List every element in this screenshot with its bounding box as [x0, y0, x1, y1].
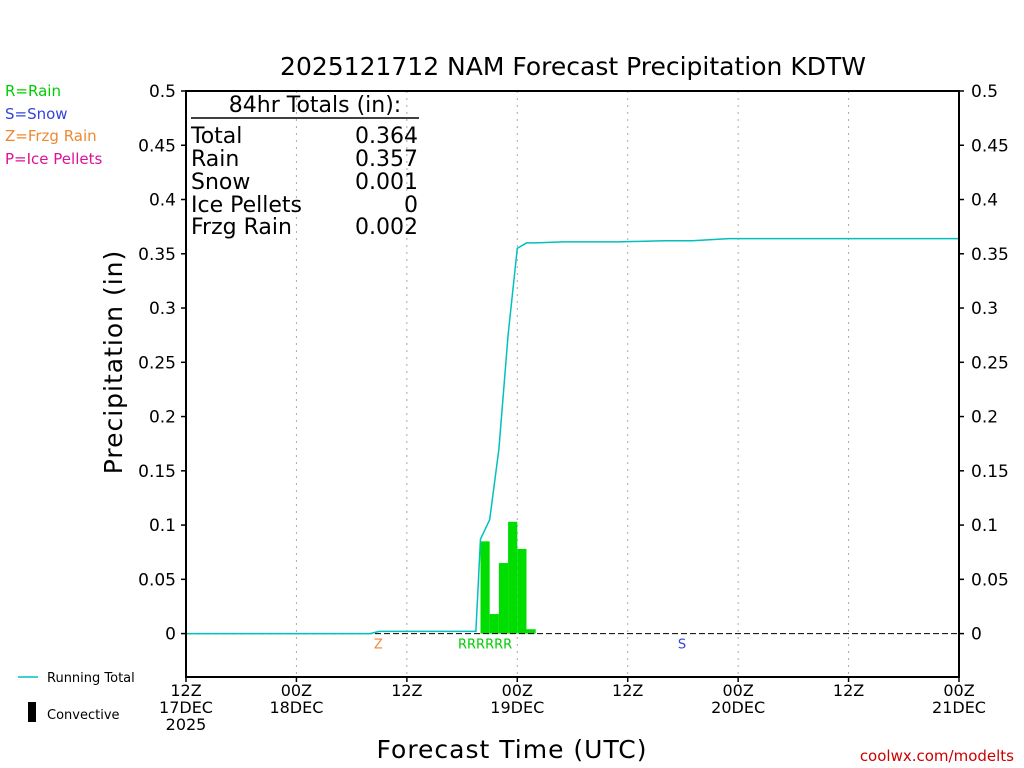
x-tick-label: 19DEC	[490, 698, 544, 717]
convective-swatch	[28, 702, 36, 722]
y-tick-label-left: 0.45	[138, 136, 176, 156]
precip-bar	[498, 563, 509, 634]
ptype-marker: RRRRRR	[458, 638, 512, 653]
y-tick-label-right: 0.1	[971, 516, 998, 536]
x-tick-label: 12Z	[170, 681, 201, 700]
legend-running-total: Running Total	[47, 671, 135, 686]
precip-bar	[480, 541, 490, 634]
y-tick-label-left: 0.4	[149, 191, 176, 211]
x-tick-label: 17DEC	[159, 698, 213, 717]
x-tick-label: 12Z	[612, 681, 643, 700]
totals-value-snow: 0.001	[355, 170, 418, 195]
totals-heading: 84hr Totals (in):	[229, 93, 401, 118]
totals-value-total: 0.364	[355, 124, 418, 149]
legend-frzg-rain: Z=Frzg Rain	[5, 127, 97, 145]
y-tick-label-right: 0	[971, 625, 982, 645]
legend-snow: S=Snow	[5, 105, 68, 123]
precip-bar	[517, 548, 527, 634]
ptype-marker: S	[678, 638, 686, 653]
legend-convective: Convective	[47, 708, 120, 723]
y-axis-ticks: 0 0 0.05 0.05 0.1 0.1 0.15 0.15 0.2 0.2 0.25 0.25 0.…	[138, 82, 1009, 645]
precip-bar	[526, 629, 536, 634]
legend-rain: R=Rain	[5, 82, 61, 100]
totals-label-total: Total	[190, 124, 242, 149]
totals-box: 84hr Totals (in): Total 0.364 Rain 0.357…	[190, 93, 419, 240]
credit-text: coolwx.com/modelts	[860, 747, 1014, 765]
plot-frame	[185, 90, 960, 678]
y-tick-label-right: 0.4	[971, 191, 998, 211]
y-tick-label-left: 0.05	[138, 570, 176, 590]
totals-value-frzg-rain: 0.002	[355, 215, 418, 240]
precip-bar	[489, 614, 499, 634]
totals-label-snow: Snow	[191, 170, 250, 195]
totals-label-ice-pellets: Ice Pellets	[191, 193, 302, 218]
x-tick-label: 2025	[166, 715, 207, 734]
legend-ice-pellets: P=Ice Pellets	[5, 150, 102, 168]
y-tick-label-right: 0.05	[971, 570, 1009, 590]
x-tick-label: 12Z	[833, 681, 864, 700]
totals-label-frzg-rain: Frzg Rain	[191, 215, 292, 240]
y-tick-label-left: 0.1	[149, 516, 176, 536]
x-tick-label: 00Z	[502, 681, 533, 700]
y-tick-label-right: 0.3	[971, 299, 998, 319]
y-tick-label-right: 0.5	[971, 82, 998, 102]
x-tick-label: 00Z	[943, 681, 974, 700]
y-tick-label-left: 0.35	[138, 245, 176, 265]
totals-value-ice-pellets: 0	[404, 193, 418, 218]
x-axis-label: Forecast Time (UTC)	[377, 735, 648, 764]
y-tick-label-right: 0.35	[971, 245, 1009, 265]
series-legend: Running Total Convective	[18, 671, 135, 723]
x-tick-label: 18DEC	[269, 698, 323, 717]
x-tick-label: 00Z	[722, 681, 753, 700]
precip-bar	[508, 521, 518, 634]
y-axis-label: Precipitation (in)	[99, 250, 128, 475]
y-tick-label-left: 0.5	[149, 82, 176, 102]
totals-label-rain: Rain	[191, 147, 239, 172]
y-tick-label-right: 0.25	[971, 353, 1009, 373]
y-tick-label-left: 0.2	[149, 408, 176, 428]
y-tick-label-left: 0.25	[138, 353, 176, 373]
y-tick-label-left: 0.3	[149, 299, 176, 319]
x-tick-label: 12Z	[391, 681, 422, 700]
ptype-marker: Z	[374, 638, 383, 653]
chart-title: 2025121712 NAM Forecast Precipitation KD…	[280, 52, 866, 81]
precip-type-legend: R=Rain S=Snow Z=Frzg Rain P=Ice Pellets	[5, 82, 102, 168]
running-total-line	[186, 237, 959, 635]
y-tick-label-right: 0.45	[971, 136, 1009, 156]
totals-value-rain: 0.357	[355, 147, 418, 172]
y-tick-label-left: 0	[165, 625, 176, 645]
y-tick-label-left: 0.15	[138, 462, 176, 482]
hourly-precip-bars	[480, 521, 536, 634]
x-tick-label: 20DEC	[711, 698, 765, 717]
x-tick-label: 00Z	[281, 681, 312, 700]
y-tick-label-right: 0.15	[971, 462, 1009, 482]
x-tick-label: 21DEC	[932, 698, 986, 717]
y-tick-label-right: 0.2	[971, 408, 998, 428]
ptype-markers: Z RRRRRR S	[374, 638, 686, 653]
